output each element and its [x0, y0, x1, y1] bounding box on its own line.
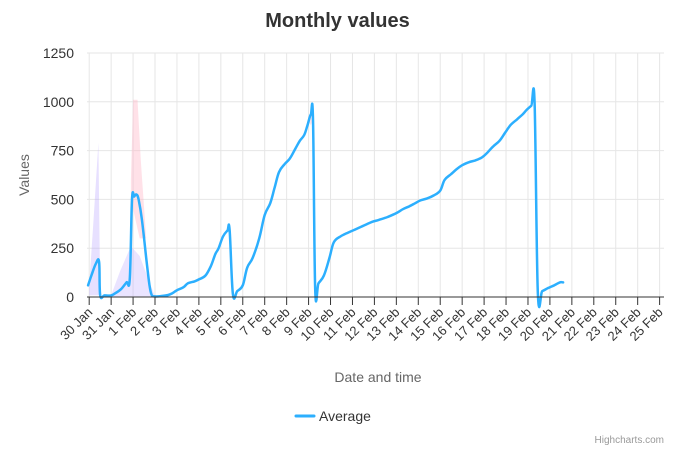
- shaded-bands: [89, 99, 315, 297]
- y-tick-label: 1250: [43, 45, 74, 61]
- y-tick-label: 250: [51, 240, 75, 256]
- chart-title: Monthly values: [265, 10, 409, 32]
- y-axis-title: Values: [16, 154, 32, 196]
- series-layer: [86, 87, 565, 309]
- gridlines: [87, 52, 664, 298]
- series-line-average[interactable]: [86, 87, 565, 309]
- shaded-band: [130, 99, 147, 239]
- credits-link[interactable]: Highcharts.com: [595, 435, 664, 446]
- y-tick-label: 0: [66, 289, 74, 305]
- legend-item-average[interactable]: Average: [319, 408, 371, 424]
- legend[interactable]: Average: [294, 408, 371, 424]
- y-tick-label: 1000: [43, 94, 74, 110]
- y-tick-label: 500: [51, 191, 75, 207]
- shaded-band: [111, 246, 155, 297]
- x-axis-title: Date and time: [334, 369, 421, 385]
- shaded-band: [89, 142, 101, 296]
- y-tick-label: 750: [51, 143, 75, 159]
